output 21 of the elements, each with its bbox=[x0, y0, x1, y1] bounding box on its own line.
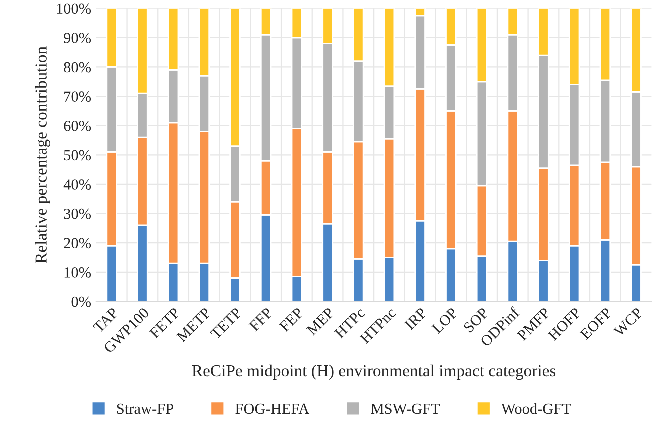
y-tick-label: 90% bbox=[64, 33, 92, 44]
legend-label: FOG-HEFA bbox=[236, 404, 310, 414]
y-tick-label: 80% bbox=[64, 62, 92, 73]
y-tick-label: 60% bbox=[64, 120, 92, 132]
x-tick-label: FFP bbox=[248, 307, 274, 332]
y-tick-label: 70% bbox=[64, 92, 92, 102]
x-tick-label: FEP bbox=[279, 307, 304, 332]
legend-label: Straw-FP bbox=[117, 404, 174, 414]
y-tick-label: 40% bbox=[64, 180, 92, 190]
x-tick-label: LOP bbox=[431, 307, 458, 334]
y-tick-label: 20% bbox=[64, 238, 92, 249]
legend-label: MSW-GFT bbox=[371, 404, 440, 414]
y-tick-label: 30% bbox=[64, 208, 92, 220]
x-tick-label: IRP bbox=[404, 307, 428, 330]
y-tick-label: 50% bbox=[64, 150, 92, 161]
y-tick-label: 10% bbox=[64, 268, 92, 278]
legend-label: Wood-GFT bbox=[501, 403, 572, 414]
y-axis-title: Relative percentage contribution bbox=[35, 46, 50, 264]
y-tick-label: 100% bbox=[57, 4, 92, 14]
y-tick-label: 0% bbox=[72, 296, 92, 308]
x-axis-title: ReCiPe midpoint (H) environmental impact categories bbox=[192, 364, 556, 380]
